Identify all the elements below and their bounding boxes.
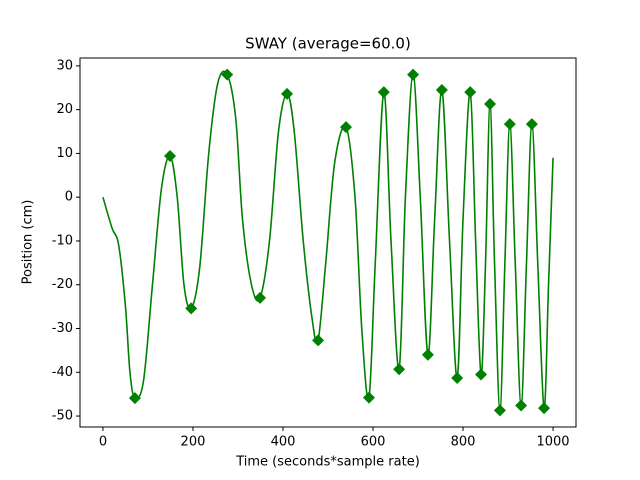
marker [407,68,420,81]
data-line [102,70,554,412]
marker [393,363,406,376]
y-tick-label: 30 [56,58,73,73]
marker [377,86,390,99]
marker [451,371,464,384]
y-tick-label: 0 [65,190,73,205]
marker [503,118,516,131]
y-axis-label: Position (cm) [21,200,36,285]
x-tick-label: 800 [451,435,476,450]
marker [538,402,551,415]
marker [484,97,497,110]
marker [164,150,177,163]
marker [340,121,353,134]
chart-title: SWAY (average=60.0) [245,35,411,53]
marker [221,68,234,81]
marker [254,291,267,304]
y-tick-label: -50 [52,409,73,424]
marker [362,391,375,404]
marker [128,392,141,405]
marker [464,86,477,99]
marker [185,302,198,315]
marker [312,334,325,347]
x-tick-label: 1000 [536,435,569,450]
marker [515,399,528,412]
marker [475,368,488,381]
x-axis-label: Time (seconds*sample rate) [235,455,420,470]
y-tick-label: 20 [56,102,73,117]
x-tick-label: 600 [361,435,386,450]
y-tick-label: -30 [52,321,73,336]
y-tick-label: -40 [52,365,73,380]
marker [493,404,506,417]
y-tick-label: -20 [52,277,73,292]
x-tick-label: 400 [271,435,296,450]
marker [525,118,538,131]
marker [435,83,448,96]
marker [281,87,294,100]
x-tick-label: 200 [181,435,206,450]
x-tick-label: 0 [99,435,107,450]
plot-frame [79,57,577,428]
y-tick-label: 10 [56,146,73,161]
marker [421,348,434,361]
y-tick-label: -10 [52,233,73,248]
